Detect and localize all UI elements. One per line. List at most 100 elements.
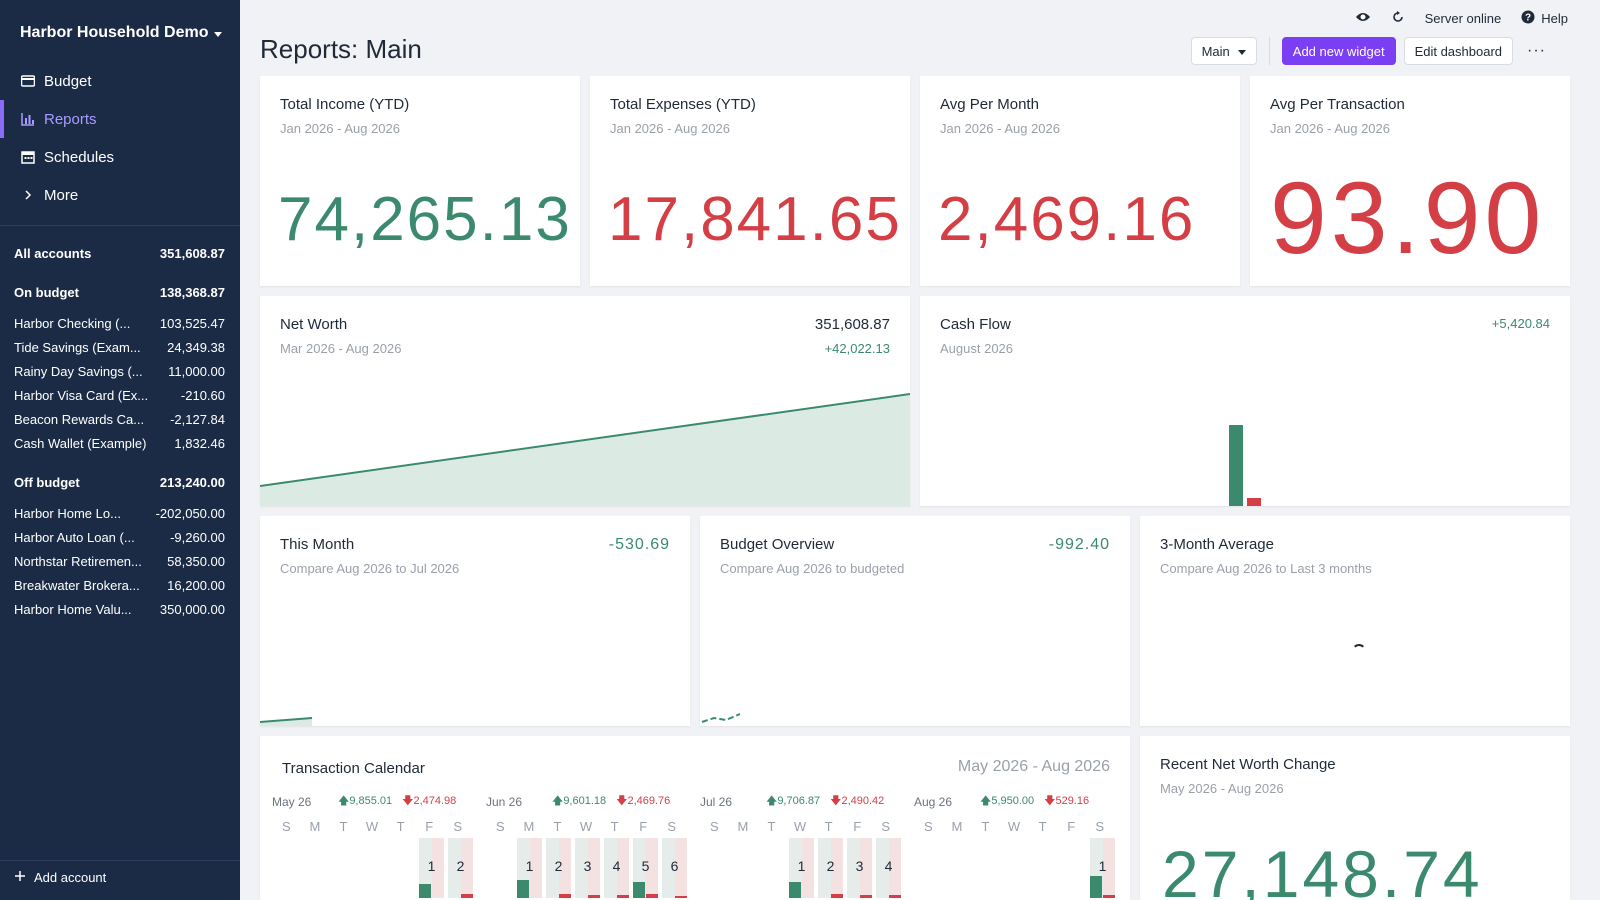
account-row[interactable]: Northstar Retiremen... 58,350.00 — [14, 549, 225, 573]
net-worth-card[interactable]: Net Worth Mar 2026 - Aug 2026 351,608.87… — [260, 296, 910, 506]
card-value: -530.69 — [608, 536, 670, 553]
card-subtitle: May 2026 - Aug 2026 — [1160, 781, 1284, 796]
account-group-name: Off budget — [14, 474, 80, 490]
calendar-grid: 1 2 3 4 5 6 — [486, 838, 689, 900]
calendar-day[interactable]: 6 — [662, 838, 687, 898]
avg-per-transaction-card[interactable]: Avg Per Transaction Jan 2026 - Aug 2026 … — [1250, 76, 1570, 286]
calendar-income-value: 9,855.01 — [349, 795, 393, 807]
transaction-calendar-card[interactable]: Transaction Calendar May 2026 - Aug 2026… — [260, 736, 1130, 900]
net-worth-area-chart — [260, 393, 910, 506]
calendar-income: 🡅9,706.87 — [766, 795, 821, 807]
account-row[interactable]: Harbor Visa Card (Ex... -210.60 — [14, 383, 225, 407]
card-subtitle: Jan 2026 - Aug 2026 — [280, 121, 400, 136]
account-name: Cash Wallet (Example) — [14, 435, 147, 451]
sidebar-item-more[interactable]: More — [0, 176, 240, 214]
caret-down-icon — [214, 31, 223, 37]
account-group-name: On budget — [14, 284, 79, 300]
account-row[interactable]: Breakwater Brokera... 16,200.00 — [14, 573, 225, 597]
card-title: Total Income (YTD) — [280, 96, 410, 113]
add-widget-button[interactable]: Add new widget — [1281, 37, 1396, 65]
all-accounts-section: All accounts 351,608.87 — [14, 241, 225, 265]
weekday-label: S — [281, 819, 291, 834]
cash-flow-expense-bar — [1247, 498, 1261, 506]
more-options-button[interactable]: ··· — [1527, 42, 1546, 59]
caret-down-icon — [1237, 49, 1246, 55]
cash-flow-change: +5,420.84 — [1491, 316, 1550, 331]
privacy-toggle[interactable] — [1355, 11, 1371, 26]
net-worth-value: 351,608.87 — [814, 316, 890, 333]
budget-overview-card[interactable]: Budget Overview Compare Aug 2026 to budg… — [700, 516, 1130, 726]
weekday-header: S M T W T F S — [914, 819, 1114, 834]
calendar-day[interactable]: 1 — [517, 838, 542, 898]
sidebar-item-schedules[interactable]: Schedules — [0, 138, 240, 176]
account-name: Rainy Day Savings (... — [14, 363, 143, 379]
calendar-expense: 🡇2,469.76 — [616, 795, 671, 807]
account-row[interactable]: Harbor Checking (... 103,525.47 — [14, 311, 225, 335]
card-subtitle: Jan 2026 - Aug 2026 — [940, 121, 1060, 136]
calendar-day[interactable]: 2 — [818, 838, 843, 898]
account-name: Breakwater Brokera... — [14, 577, 140, 593]
calendar-month-may: May 26 🡅9,855.01 🡇2,474.98 S M T W T F S… — [272, 792, 473, 900]
weekday-label: M — [737, 819, 749, 834]
card-title: Avg Per Transaction — [1270, 96, 1405, 113]
budget-name-menu[interactable]: Harbor Household Demo — [20, 24, 223, 42]
weekday-label: T — [767, 819, 776, 834]
calendar-day[interactable]: 1 — [419, 838, 444, 898]
card-subtitle: Compare Aug 2026 to Last 3 months — [1160, 561, 1372, 576]
account-row[interactable]: Harbor Auto Loan (... -9,260.00 — [14, 525, 225, 549]
account-row[interactable]: Harbor Home Valu... 350,000.00 — [14, 597, 225, 621]
card-value: 93.90 — [1270, 161, 1546, 275]
add-account-button[interactable]: Add account — [14, 870, 106, 885]
calendar-day[interactable]: 2 — [546, 838, 571, 898]
weekday-label: M — [309, 819, 321, 834]
weekday-label: M — [951, 819, 963, 834]
all-accounts-row[interactable]: All accounts 351,608.87 — [14, 241, 225, 265]
calendar-month-label: Jun 26 — [486, 794, 523, 809]
account-row[interactable]: Cash Wallet (Example) 1,832.46 — [14, 431, 225, 455]
avg-per-month-card[interactable]: Avg Per Month Jan 2026 - Aug 2026 2,469.… — [920, 76, 1240, 286]
weekday-label: S — [453, 819, 463, 834]
calendar-day[interactable]: 4 — [876, 838, 901, 898]
sidebar-item-reports[interactable]: Reports — [0, 100, 240, 138]
recent-net-worth-card[interactable]: Recent Net Worth Change May 2026 - Aug 2… — [1140, 736, 1570, 900]
account-balance: 1,832.46 — [174, 435, 225, 451]
total-income-card[interactable]: Total Income (YTD) Jan 2026 - Aug 2026 7… — [260, 76, 580, 286]
calendar-day[interactable]: 3 — [847, 838, 872, 898]
calendar-day[interactable]: 2 — [448, 838, 473, 898]
server-status[interactable]: Server online — [1425, 11, 1502, 26]
sidebar-divider — [0, 225, 240, 226]
account-row[interactable]: Harbor Home Lo... -202,050.00 — [14, 501, 225, 525]
calendar-day[interactable]: 3 — [575, 838, 600, 898]
on-budget-row[interactable]: On budget 138,368.87 — [14, 280, 225, 304]
account-row[interactable]: Tide Savings (Exam... 24,349.38 — [14, 335, 225, 359]
dashboard-select[interactable]: Main — [1190, 37, 1257, 65]
weekday-label: M — [523, 819, 535, 834]
calendar-day[interactable]: 4 — [604, 838, 629, 898]
total-expenses-card[interactable]: Total Expenses (YTD) Jan 2026 - Aug 2026… — [590, 76, 910, 286]
weekday-label: S — [709, 819, 719, 834]
calendar-expense: 🡇529.16 — [1044, 795, 1090, 807]
calendar-expense-value: 2,474.98 — [413, 795, 457, 807]
off-budget-row[interactable]: Off budget 213,240.00 — [14, 470, 225, 494]
cash-flow-card[interactable]: Cash Flow August 2026 +5,420.84 — [920, 296, 1570, 506]
card-subtitle: Jan 2026 - Aug 2026 — [1270, 121, 1390, 136]
calendar-day[interactable]: 1 — [1090, 838, 1115, 898]
account-row[interactable]: Rainy Day Savings (... 11,000.00 — [14, 359, 225, 383]
sidebar-item-label: Reports — [44, 110, 97, 128]
account-group-balance: 213,240.00 — [159, 474, 225, 490]
calendar-grid: 1 2 3 4 — [700, 838, 903, 900]
this-month-sparkline — [260, 717, 313, 726]
three-month-average-card[interactable]: 3-Month Average Compare Aug 2026 to Last… — [1140, 516, 1570, 726]
weekday-label: S — [923, 819, 933, 834]
calendar-day[interactable]: 1 — [789, 838, 814, 898]
weekday-label: W — [365, 819, 379, 834]
this-month-card[interactable]: This Month Compare Aug 2026 to Jul 2026 … — [260, 516, 690, 726]
account-row[interactable]: Beacon Rewards Ca... -2,127.84 — [14, 407, 225, 431]
calendar-day[interactable]: 5 — [633, 838, 658, 898]
sidebar-item-budget[interactable]: Budget — [0, 62, 240, 100]
card-value: 27,148.74 — [1162, 837, 1483, 900]
help-button[interactable]: ? Help — [1521, 10, 1568, 27]
sync-button[interactable] — [1391, 10, 1405, 27]
card-value: 17,841.65 — [608, 185, 902, 254]
edit-dashboard-button[interactable]: Edit dashboard — [1403, 37, 1514, 65]
